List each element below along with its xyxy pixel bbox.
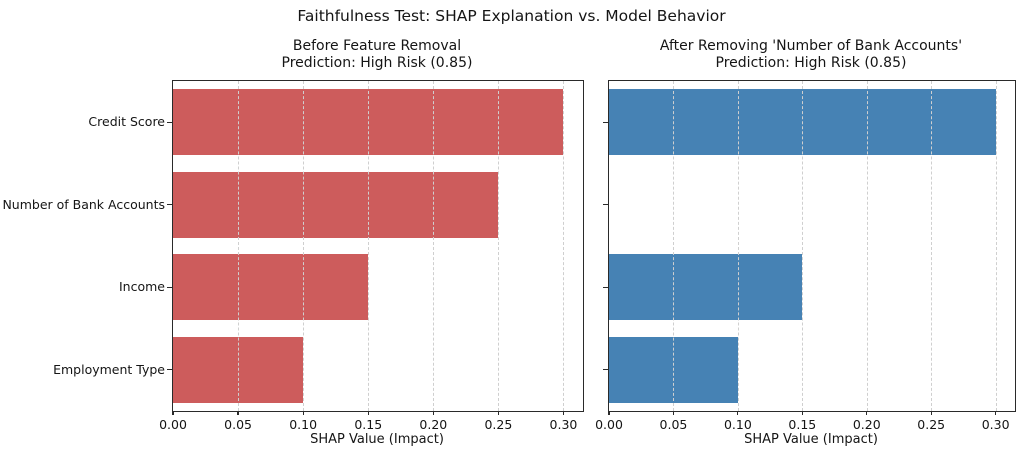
gridline-0.10 <box>737 81 739 411</box>
x-tick-mark-0.20 <box>432 411 434 415</box>
figure-title: Faithfulness Test: SHAP Explanation vs. … <box>297 7 726 25</box>
x-tick-mark-0.15 <box>801 411 803 415</box>
x-tick-mark-0.15 <box>367 411 369 415</box>
y-tick-mark-number-of-bank-accounts <box>167 204 172 206</box>
x-tick-mark-0.25 <box>497 411 499 415</box>
subplot-title-after: After Removing 'Number of Bank Accounts'… <box>659 38 963 71</box>
x-tick-mark-0.00 <box>608 411 610 415</box>
y-tick-mark-employment-type <box>603 369 608 371</box>
x-tick-label-0.05: 0.05 <box>224 417 252 432</box>
x-tick-label-0.10: 0.10 <box>289 417 318 432</box>
y-tick-mark-income <box>167 286 172 288</box>
x-tick-label-0.00: 0.00 <box>159 417 187 432</box>
x-tick-mark-0.25 <box>930 411 932 415</box>
y-tick-mark-credit-score <box>167 121 172 123</box>
x-tick-mark-0.30 <box>562 411 565 415</box>
gridline-0.15 <box>802 81 804 411</box>
y-tick-mark-number-of-bank-accounts <box>603 204 608 206</box>
bar-income-before <box>173 254 369 321</box>
x-axis-label-before: SHAP Value (Impact) <box>310 432 444 447</box>
y-tick-mark-employment-type <box>167 369 172 371</box>
x-tick-mark-0.05 <box>237 411 239 415</box>
x-axis-label-after: SHAP Value (Impact) <box>744 432 878 447</box>
x-tick-label-0.30: 0.30 <box>981 417 1010 432</box>
x-tick-mark-0.30 <box>995 411 997 415</box>
x-tick-label-0.30: 0.30 <box>549 417 578 432</box>
gridline-0.20 <box>433 81 435 411</box>
x-tick-label-0.20: 0.20 <box>419 417 448 432</box>
x-tick-label-0.10: 0.10 <box>723 417 752 432</box>
gridline-0.05 <box>238 81 240 411</box>
x-tick-mark-0.10 <box>302 411 304 415</box>
y-tick-label-employment-type: Employment Type <box>53 361 165 377</box>
gridline-0.25 <box>498 81 500 411</box>
plot-area-before: 0.00 0.05 0.10 0.15 0.20 0.25 0.30 Credit Score… <box>2 80 584 432</box>
y-tick-label-number-of-bank-accounts: Number of Bank Accounts <box>2 196 165 212</box>
bar-number-of-bank-accounts-before <box>173 171 499 238</box>
plot-area-after: 0.00 0.05 0.10 0.15 0.20 0.25 0.30 <box>595 80 1016 432</box>
x-tick-mark-0.00 <box>172 411 174 415</box>
y-tick-mark-income <box>603 286 608 288</box>
gridline-0.15 <box>368 81 370 411</box>
x-tick-label-0.00: 0.00 <box>595 417 623 432</box>
y-tick-label-income: Income <box>119 279 165 295</box>
x-tick-label-0.15: 0.15 <box>354 417 383 432</box>
x-tick-label-0.25: 0.25 <box>917 417 946 432</box>
x-tick-label-0.05: 0.05 <box>659 417 688 432</box>
gridline-0.25 <box>931 81 933 411</box>
y-tick-mark-credit-score <box>603 121 608 123</box>
y-tick-label-credit-score: Credit Score <box>88 114 165 130</box>
x-tick-label-0.25: 0.25 <box>484 417 513 432</box>
gridline-0.20 <box>866 81 868 411</box>
gridline-0.30 <box>995 81 997 411</box>
x-tick-mark-0.05 <box>672 411 675 415</box>
x-tick-label-0.20: 0.20 <box>852 417 881 432</box>
subplot-title-before: Before Feature Removal Prediction: High … <box>281 38 473 71</box>
x-tick-mark-0.20 <box>866 411 868 415</box>
x-tick-mark-0.10 <box>737 411 739 415</box>
x-tick-label-0.15: 0.15 <box>788 417 817 432</box>
gridline-0.05 <box>673 81 675 411</box>
gridline-0.10 <box>303 81 305 411</box>
gridline-0.30 <box>563 81 565 411</box>
bar-income-after <box>609 254 803 321</box>
